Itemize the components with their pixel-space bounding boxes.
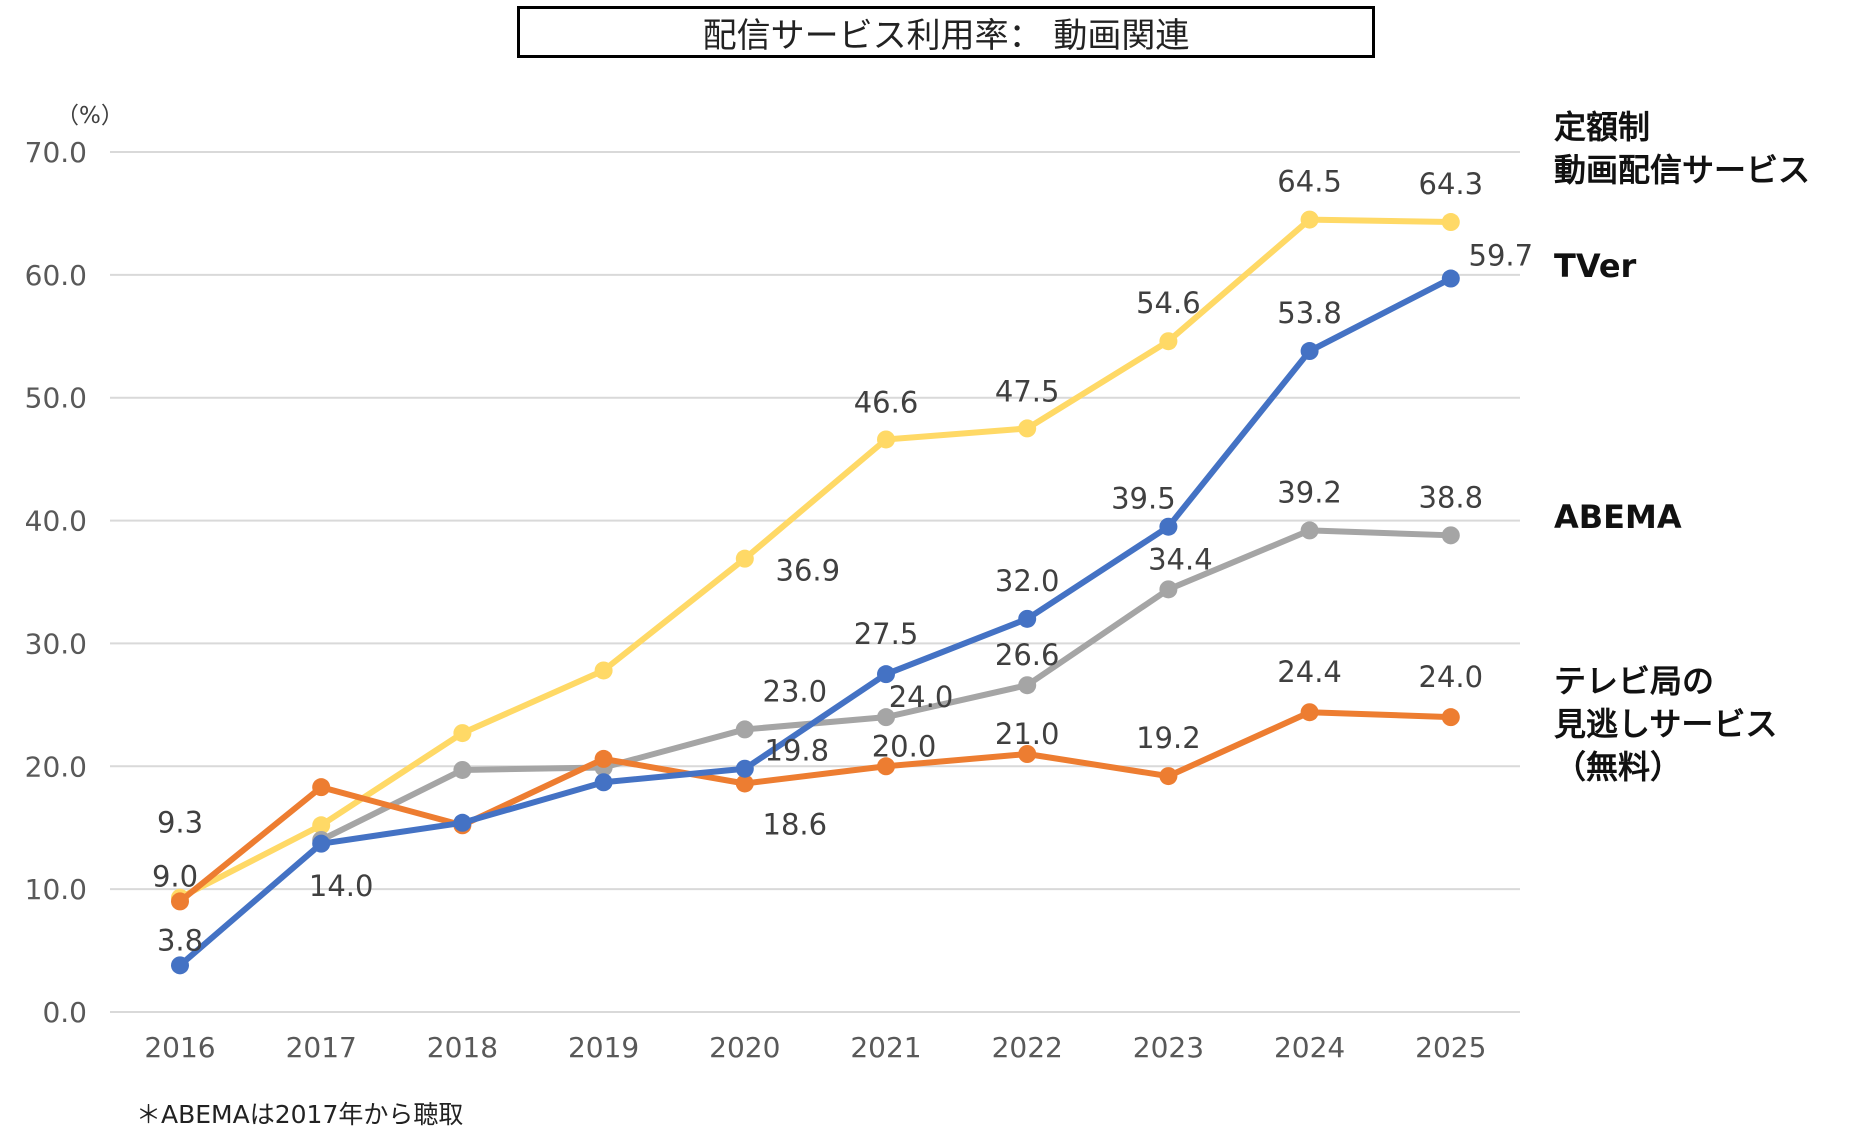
y-tick-label: 30.0 [25, 627, 87, 660]
data-label: 20.0 [872, 729, 937, 763]
legend-label-abema: ABEMA [1554, 498, 1682, 536]
data-label: 26.6 [995, 638, 1060, 672]
data-label: 24.4 [1277, 655, 1342, 689]
data-label: 14.0 [309, 869, 374, 903]
data-point [1159, 580, 1178, 599]
data-point [735, 720, 754, 739]
data-point [1159, 517, 1178, 536]
data-label: 64.5 [1277, 165, 1342, 199]
data-label: 32.0 [995, 564, 1060, 598]
data-label: 38.8 [1419, 480, 1484, 514]
data-point [312, 778, 331, 797]
data-point [735, 759, 754, 778]
data-label: 19.8 [765, 734, 830, 768]
data-point [1159, 332, 1178, 351]
data-label: 53.8 [1277, 296, 1342, 330]
y-tick-label: 70.0 [25, 136, 87, 169]
data-point [453, 813, 472, 832]
data-label: 24.0 [1419, 660, 1484, 694]
data-label: 9.0 [152, 859, 198, 893]
data-label: 39.5 [1111, 482, 1176, 516]
x-tick-label: 2017 [286, 1031, 357, 1064]
series-line [178, 275, 1453, 968]
data-point [1441, 526, 1460, 545]
x-tick-label: 2020 [709, 1031, 780, 1064]
series-line [178, 216, 1451, 901]
legend-label-tver: TVer [1554, 247, 1637, 285]
y-tick-label: 50.0 [25, 382, 87, 415]
data-point [1441, 213, 1460, 232]
series-group [171, 210, 1460, 975]
x-tick-label: 2018 [427, 1031, 498, 1064]
data-point [1300, 210, 1319, 229]
data-label: 36.9 [776, 554, 841, 588]
series-line [178, 709, 1451, 904]
data-label: 47.5 [995, 374, 1060, 408]
data-label: 39.2 [1277, 475, 1342, 509]
chart-title: 配信サービス利用率： 動画関連 [517, 6, 1375, 58]
y-tick-label: 10.0 [25, 873, 87, 906]
data-point [171, 892, 189, 911]
data-point [1300, 521, 1319, 540]
data-label: 24.0 [889, 680, 954, 714]
data-point [1159, 767, 1178, 786]
data-point [1018, 745, 1037, 763]
data-point [877, 757, 895, 776]
data-point [877, 708, 895, 727]
data-label: 27.5 [854, 617, 919, 651]
y-tick-label: 20.0 [25, 750, 87, 783]
y-axis-unit: （%） [56, 103, 124, 129]
data-point [1441, 708, 1460, 727]
data-point [312, 834, 331, 853]
data-point [594, 773, 613, 792]
data-point [1018, 676, 1037, 695]
x-tick-label: 2016 [144, 1031, 215, 1064]
data-label: 23.0 [763, 674, 828, 708]
x-tick-label: 2021 [850, 1031, 921, 1064]
data-label: 46.6 [854, 385, 919, 419]
y-tick-label: 60.0 [25, 259, 87, 292]
gridlines [110, 151, 1520, 1013]
data-label: 3.8 [157, 923, 203, 957]
x-tick-label: 2025 [1415, 1031, 1486, 1064]
footnote: ＊ABEMAは2017年から聴取 [136, 1100, 464, 1129]
data-label: 18.6 [763, 807, 828, 841]
x-axis-ticks: 2016 2017 2018 2019 2020 2021 2022 2023 2024 2025 [144, 1031, 1486, 1064]
x-tick-label: 2024 [1274, 1031, 1345, 1064]
data-point [171, 956, 189, 975]
x-tick-label: 2023 [1133, 1031, 1204, 1064]
data-point [1441, 269, 1460, 288]
y-tick-label: 0.0 [42, 996, 87, 1029]
legend-label-tv-catchup: テレビ局の 見逃しサービス （無料） [1554, 662, 1778, 786]
data-label: 54.6 [1136, 286, 1201, 320]
data-point [1018, 609, 1037, 628]
data-point [877, 665, 895, 684]
data-point [594, 749, 613, 768]
data-point [1018, 419, 1037, 438]
data-point [877, 430, 895, 449]
data-point [453, 760, 472, 779]
data-label: 21.0 [995, 717, 1060, 751]
x-tick-label: 2022 [992, 1031, 1063, 1064]
y-axis-ticks: 0.0 10.0 20.0 30.0 40.0 50.0 60.0 70.0 [25, 136, 87, 1029]
data-point [735, 774, 754, 793]
data-point [594, 661, 613, 680]
data-point [1300, 703, 1319, 722]
data-point [312, 816, 331, 835]
data-point [735, 549, 754, 568]
data-label: 9.3 [157, 806, 203, 840]
x-tick-label: 2019 [568, 1031, 639, 1064]
y-tick-label: 40.0 [25, 505, 87, 538]
legend-label-subscription-video: 定額制 動画配信サービス [1554, 108, 1811, 189]
data-label: 59.7 [1469, 239, 1534, 273]
data-labels: 9.3 36.9 46.6 47.5 54.6 64.5 64.3 3.8 19.8 27.5 32… [152, 165, 1533, 958]
data-label: 64.3 [1419, 167, 1484, 201]
data-label: 34.4 [1148, 542, 1213, 576]
data-point [1300, 342, 1319, 361]
data-label: 19.2 [1136, 721, 1201, 755]
data-point [453, 724, 472, 743]
